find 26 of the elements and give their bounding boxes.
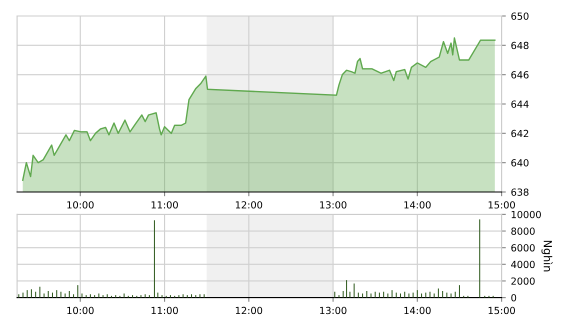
y-tick-label: 640 <box>511 159 529 166</box>
x-tick-label: 12:00 <box>236 201 262 209</box>
x-tick-label: 14:00 <box>404 201 431 209</box>
x-tick-label: 10:00 <box>67 201 94 209</box>
y-tick-label: 4000 <box>511 260 535 268</box>
x-tick-label: 13:00 <box>320 201 346 209</box>
y-tick-label: 644 <box>511 100 529 108</box>
x-tick-label: 15:00 <box>488 201 515 209</box>
y-tick-label: 6000 <box>511 244 535 252</box>
y-tick-label: 8000 <box>511 228 535 235</box>
x-tick-label: 12:00 <box>236 306 262 314</box>
y-tick-label: 10000 <box>512 210 541 218</box>
x-tick-label: 14:00 <box>404 306 431 314</box>
y-axis-title: Nghìn <box>541 240 553 272</box>
x-tick-label: 13:00 <box>320 306 346 314</box>
y-tick-label: 0 <box>511 294 516 302</box>
y-tick-label: 2000 <box>511 277 535 285</box>
y-tick-label: 648 <box>511 42 529 50</box>
y-tick-label: 646 <box>511 71 529 78</box>
x-tick-label: 10:00 <box>67 306 94 314</box>
y-tick-label: 638 <box>511 188 529 196</box>
y-tick-label: 642 <box>511 130 528 138</box>
x-tick-label: 11:00 <box>152 201 178 209</box>
x-tick-label: 11:00 <box>152 306 178 314</box>
x-tick-label: 15:00 <box>488 306 515 314</box>
y-tick-label: 650 <box>511 12 529 20</box>
